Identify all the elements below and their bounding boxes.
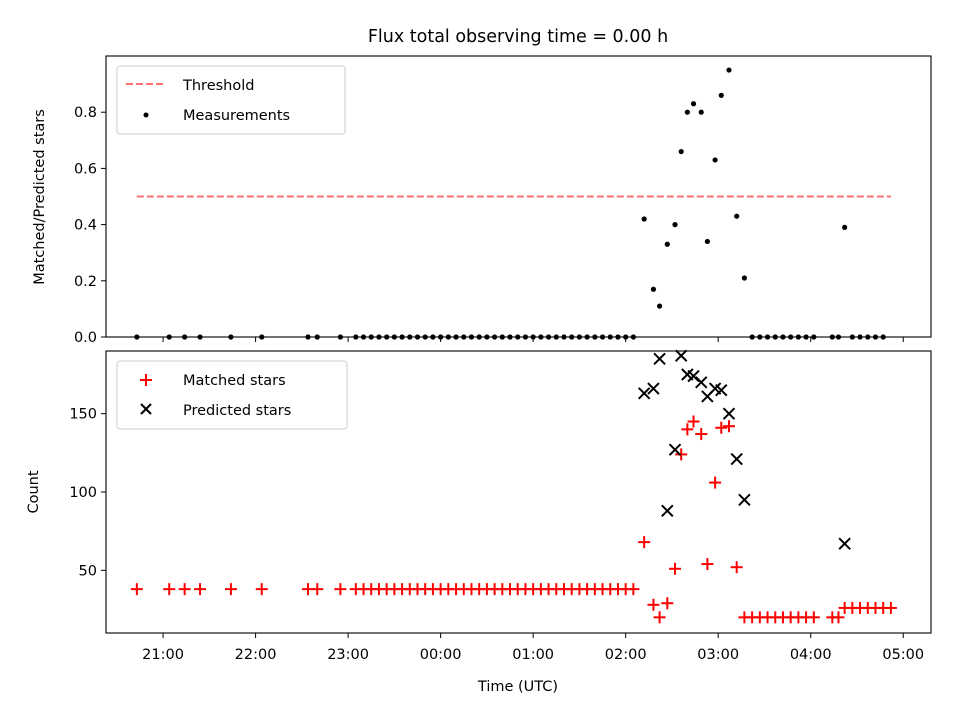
predicted-star-point xyxy=(647,382,660,395)
bottom-x-tick-label: 04:00 xyxy=(790,647,832,663)
legend-measurements-label: Measurements xyxy=(183,108,290,124)
top-y-tick-label: 0.8 xyxy=(74,105,97,121)
matched-star-point xyxy=(653,611,666,624)
top-plot-marks xyxy=(134,67,891,340)
measurement-point xyxy=(641,216,647,222)
matched-star-point xyxy=(178,583,191,596)
predicted-star-point xyxy=(695,376,708,389)
bottom-y-tick-label: 150 xyxy=(69,407,97,423)
measurement-point xyxy=(698,109,704,115)
matched-star-point xyxy=(884,601,897,614)
measurement-point xyxy=(704,238,711,245)
predicted-star-point xyxy=(838,537,851,550)
matched-star-point xyxy=(687,415,700,428)
legend-measurements-swatch xyxy=(143,112,149,118)
matched-star-point xyxy=(695,428,708,441)
matched-star-point xyxy=(730,561,743,574)
measurement-point xyxy=(656,303,663,309)
bottom-x-tick-label: 02:00 xyxy=(605,647,647,663)
measurement-point xyxy=(672,222,678,228)
measurement-point xyxy=(842,224,848,231)
legend-predicted-swatch xyxy=(140,403,152,415)
measurement-point xyxy=(690,101,697,107)
top-legend: Threshold Measurements xyxy=(116,65,346,135)
bottom-x-tick-label: 05:00 xyxy=(882,647,924,663)
legend-matched-swatch xyxy=(140,374,152,386)
legend-threshold-label: Threshold xyxy=(182,78,254,94)
matched-star-point xyxy=(194,583,207,596)
top-panel: 0.00.20.40.60.8 Matched/Predicted stars … xyxy=(32,55,932,346)
measurement-point xyxy=(684,109,690,115)
matched-star-point xyxy=(675,448,688,461)
bottom-y-tick-label: 50 xyxy=(79,563,97,579)
top-legend-box xyxy=(116,65,346,135)
matched-star-point xyxy=(669,562,682,575)
predicted-star-point xyxy=(668,443,682,456)
bottom-x-tick-label: 01:00 xyxy=(512,647,554,663)
top-axes-frame xyxy=(105,55,932,338)
measurement-point xyxy=(712,157,718,163)
matched-star-point xyxy=(647,598,660,611)
bottom-x-tick-label: 00:00 xyxy=(420,647,462,663)
matched-star-point xyxy=(627,583,640,596)
matched-star-point xyxy=(311,583,324,596)
legend-matched-label: Matched stars xyxy=(183,373,286,389)
measurement-point xyxy=(726,67,732,73)
matched-star-point xyxy=(661,597,674,610)
top-y-tick-label: 0.6 xyxy=(74,161,97,177)
top-y-ticks: 0.0 0.2 0.4 0.6 0.8 xyxy=(74,105,106,346)
matched-star-point xyxy=(715,421,728,434)
predicted-star-point xyxy=(738,493,751,507)
matched-star-point xyxy=(832,611,845,624)
top-y-tick-label: 0.2 xyxy=(74,274,97,290)
legend-predicted-label: Predicted stars xyxy=(183,403,291,419)
bottom-plot-marks xyxy=(130,349,897,624)
predicted-star-point xyxy=(715,383,728,397)
bottom-x-axis-label: Time (UTC) xyxy=(477,679,558,695)
bottom-y-tick-label: 100 xyxy=(69,485,97,501)
bottom-x-ticks: 21:00 22:00 23:00 00:00 01:00 02:00 03:00 04:00… xyxy=(142,633,924,663)
top-y-axis-label: Matched/Predicted stars xyxy=(32,109,48,285)
predicted-star-point xyxy=(653,352,666,366)
matched-star-point xyxy=(163,583,176,596)
predicted-star-point xyxy=(637,387,651,400)
bottom-y-ticks: 50 100 150 xyxy=(69,407,106,579)
top-x-ticks xyxy=(162,337,904,342)
top-y-tick-label: 0.4 xyxy=(74,218,97,234)
bottom-legend-box xyxy=(116,360,348,430)
matched-star-point xyxy=(709,476,722,489)
measurement-point xyxy=(741,275,748,281)
top-y-tick-label: 0.0 xyxy=(74,330,97,346)
measurement-point xyxy=(718,92,724,98)
bottom-x-tick-label: 03:00 xyxy=(697,647,739,663)
measurement-point xyxy=(734,213,740,219)
bottom-legend: Matched stars Predicted stars xyxy=(116,360,348,430)
measurement-point xyxy=(650,286,657,292)
bottom-x-tick-label: 23:00 xyxy=(327,647,369,663)
matched-star-point xyxy=(334,583,347,596)
predicted-star-point xyxy=(674,349,688,362)
measurement-point xyxy=(664,241,670,247)
matched-star-point xyxy=(224,583,237,596)
matched-star-point xyxy=(130,583,143,596)
matched-star-point xyxy=(722,420,735,433)
matched-star-point xyxy=(807,611,820,624)
predicted-star-point xyxy=(730,452,743,466)
bottom-panel: 50 100 150 21:00 22:00 23:00 00:00 01:00 02:00 0… xyxy=(26,349,932,695)
matched-star-point xyxy=(255,583,268,596)
predicted-star-point xyxy=(687,369,700,383)
chart-title: Flux total observing time = 0.00 h xyxy=(368,27,668,47)
matched-star-point xyxy=(681,423,694,436)
matched-star-point xyxy=(701,558,714,571)
bottom-x-tick-label: 21:00 xyxy=(142,647,184,663)
matched-star-point xyxy=(638,536,651,549)
bottom-x-tick-label: 22:00 xyxy=(235,647,277,663)
predicted-star-point xyxy=(722,407,736,420)
measurement-point xyxy=(678,148,684,155)
bottom-y-axis-label: Count xyxy=(26,470,42,513)
predicted-star-point xyxy=(661,504,674,518)
